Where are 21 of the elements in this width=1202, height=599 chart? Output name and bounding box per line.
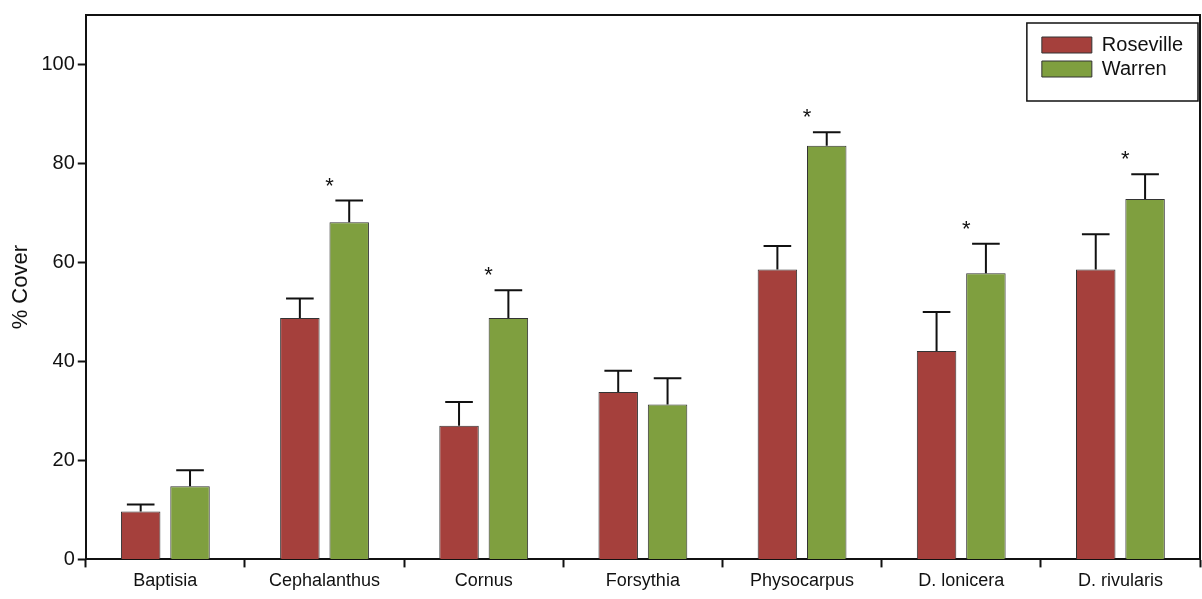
legend-label: Roseville — [1101, 32, 1184, 55]
x-tick-label: D. rivularis — [1077, 570, 1163, 591]
x-tick-label: Baptisia — [133, 570, 199, 591]
x-tick-label: Cornus — [454, 570, 513, 591]
data-label: * — [484, 262, 494, 288]
x-tick-label: Physocarpus — [750, 570, 855, 591]
y-tick-label: 100 — [41, 52, 75, 75]
y-tick-label: 80 — [52, 150, 75, 173]
x-tick-label: D. lonicera — [918, 570, 1006, 591]
data-label: * — [1121, 146, 1131, 172]
y-tick-label: 40 — [52, 348, 75, 371]
y-tick-label: 60 — [52, 249, 75, 272]
y-tick-label: 0 — [63, 546, 75, 569]
data-label: * — [325, 172, 335, 198]
x-tick-label: Forsythia — [605, 570, 681, 591]
x-tick-label: Cephalanthus — [268, 570, 381, 591]
legend-label: Warren — [1101, 56, 1167, 79]
y-tick-label: 20 — [52, 447, 75, 470]
data-label: * — [961, 215, 971, 241]
y-axis-title: % Cover — [7, 245, 33, 330]
data-label: * — [802, 104, 812, 130]
